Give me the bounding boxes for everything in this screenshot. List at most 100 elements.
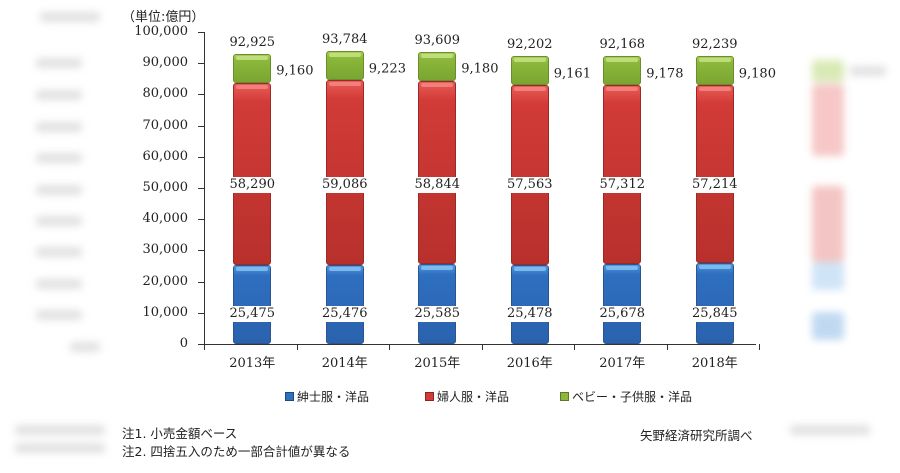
y-tick-mark xyxy=(198,188,204,189)
total-label: 92,239 xyxy=(692,37,738,53)
y-tick-label: 80,000 xyxy=(142,86,189,102)
y-tick-mark xyxy=(198,94,204,96)
bar-highlight xyxy=(328,82,361,87)
total-label: 92,168 xyxy=(599,37,646,53)
total-label: 92,925 xyxy=(229,35,276,51)
x-tick-label: 2015年 xyxy=(414,356,461,371)
x-tick-mark xyxy=(759,344,760,350)
y-tick-mark xyxy=(198,250,204,252)
bar-segment-women xyxy=(695,84,734,264)
x-tick-label: 2014年 xyxy=(321,356,368,371)
x-tick-mark xyxy=(296,344,298,350)
bar-segment-women xyxy=(510,84,549,265)
bar-segment-men xyxy=(603,263,642,344)
bar-highlight xyxy=(698,86,731,91)
bar-highlight xyxy=(421,266,454,271)
value-label-women: 57,563 xyxy=(505,176,555,193)
total-label: 92,202 xyxy=(507,37,553,53)
bar-highlight xyxy=(513,86,546,91)
bar-segment-baby xyxy=(233,54,272,83)
legend-swatch-women-icon xyxy=(425,392,434,401)
bar-segment-baby xyxy=(325,51,364,81)
value-label-men: 25,678 xyxy=(597,306,647,323)
value-label-women: 57,312 xyxy=(597,176,647,193)
bar-highlight xyxy=(236,56,269,61)
legend-swatch-baby-icon xyxy=(560,392,569,401)
bar-segment-men xyxy=(325,264,364,344)
y-tick-label: 50,000 xyxy=(142,180,189,195)
bar-segment-women xyxy=(603,85,642,264)
x-axis xyxy=(204,344,756,345)
y-tick-label: 30,000 xyxy=(142,242,189,258)
legend: 紳士服・洋品 婦人服・洋品 ベビー・子供服・洋品 xyxy=(285,388,692,405)
value-label-women: 59,086 xyxy=(320,176,370,193)
legend-item-men: 紳士服・洋品 xyxy=(285,388,425,405)
bar-highlight xyxy=(698,58,731,63)
value-label-baby: 9,223 xyxy=(368,61,406,77)
y-tick-label: 10,000 xyxy=(142,304,189,320)
x-tick-mark xyxy=(481,344,483,350)
bar-highlight xyxy=(606,87,639,92)
legend-label: ベビー・子供服・洋品 xyxy=(572,390,693,404)
value-label-men: 25,475 xyxy=(227,306,277,323)
unit-label: （単位:億円） xyxy=(122,10,205,25)
y-tick-mark xyxy=(198,312,204,314)
y-tick-mark xyxy=(198,281,204,283)
value-label-women: 57,214 xyxy=(690,176,740,193)
x-tick-label: 2018年 xyxy=(691,356,738,371)
y-tick-mark xyxy=(198,219,204,221)
x-tick-label: 2013年 xyxy=(229,356,276,371)
bar-segment-baby xyxy=(510,56,549,85)
y-tick-mark xyxy=(198,156,204,158)
x-tick-mark xyxy=(389,344,390,350)
bar-highlight xyxy=(236,266,269,271)
y-axis xyxy=(204,32,205,344)
x-tick-label: 2016年 xyxy=(506,356,553,371)
value-label-men: 25,476 xyxy=(320,306,370,323)
y-tick-mark xyxy=(198,32,204,33)
x-tick-mark xyxy=(574,344,575,350)
legend-label: 紳士服・洋品 xyxy=(297,390,370,404)
y-tick-label: 70,000 xyxy=(142,117,189,133)
bar-segment-women xyxy=(418,80,457,265)
legend-item-women: 婦人服・洋品 xyxy=(425,388,560,405)
bar-highlight xyxy=(513,266,546,271)
blurred-background-left xyxy=(0,0,108,473)
bar-segment-women xyxy=(233,82,272,265)
value-label-baby: 9,180 xyxy=(461,61,499,77)
value-label-men: 25,585 xyxy=(412,306,462,323)
bar-highlight xyxy=(421,53,454,58)
bar-segment-women xyxy=(325,80,364,265)
x-tick-mark xyxy=(666,344,668,350)
bar-highlight xyxy=(513,58,546,63)
bar-highlight xyxy=(606,58,639,63)
x-tick-label: 2017年 xyxy=(599,356,646,371)
bar-highlight xyxy=(421,82,454,87)
legend-label: 婦人服・洋品 xyxy=(437,390,510,404)
total-label: 93,609 xyxy=(414,32,461,48)
y-tick-mark xyxy=(198,63,204,65)
value-label-baby: 9,178 xyxy=(646,66,684,82)
note-2: 注2. 四捨五入のため一部合計値が異なる xyxy=(122,444,351,459)
bar-segment-baby xyxy=(603,56,642,86)
y-tick-label: 90,000 xyxy=(142,55,189,71)
bar-segment-men xyxy=(418,264,457,344)
bar-highlight xyxy=(236,84,269,89)
legend-item-baby: ベビー・子供服・洋品 xyxy=(560,388,692,405)
bar-highlight xyxy=(328,266,361,271)
blurred-background-right xyxy=(790,0,900,473)
bar-segment-baby xyxy=(695,56,734,85)
value-label-baby: 9,161 xyxy=(553,66,591,82)
y-tick-label: 0 xyxy=(179,336,188,351)
bar-highlight xyxy=(328,53,361,58)
value-label-men: 25,478 xyxy=(505,306,555,323)
value-label-women: 58,844 xyxy=(412,176,462,193)
y-tick-label: 20,000 xyxy=(142,273,189,289)
bar-segment-baby xyxy=(418,51,457,81)
x-tick-mark xyxy=(204,344,205,350)
bar-segment-men xyxy=(695,263,734,344)
bar-highlight xyxy=(698,265,731,270)
value-label-men: 25,845 xyxy=(690,306,740,323)
note-1: 注1. 小売金額ベース xyxy=(122,426,238,441)
